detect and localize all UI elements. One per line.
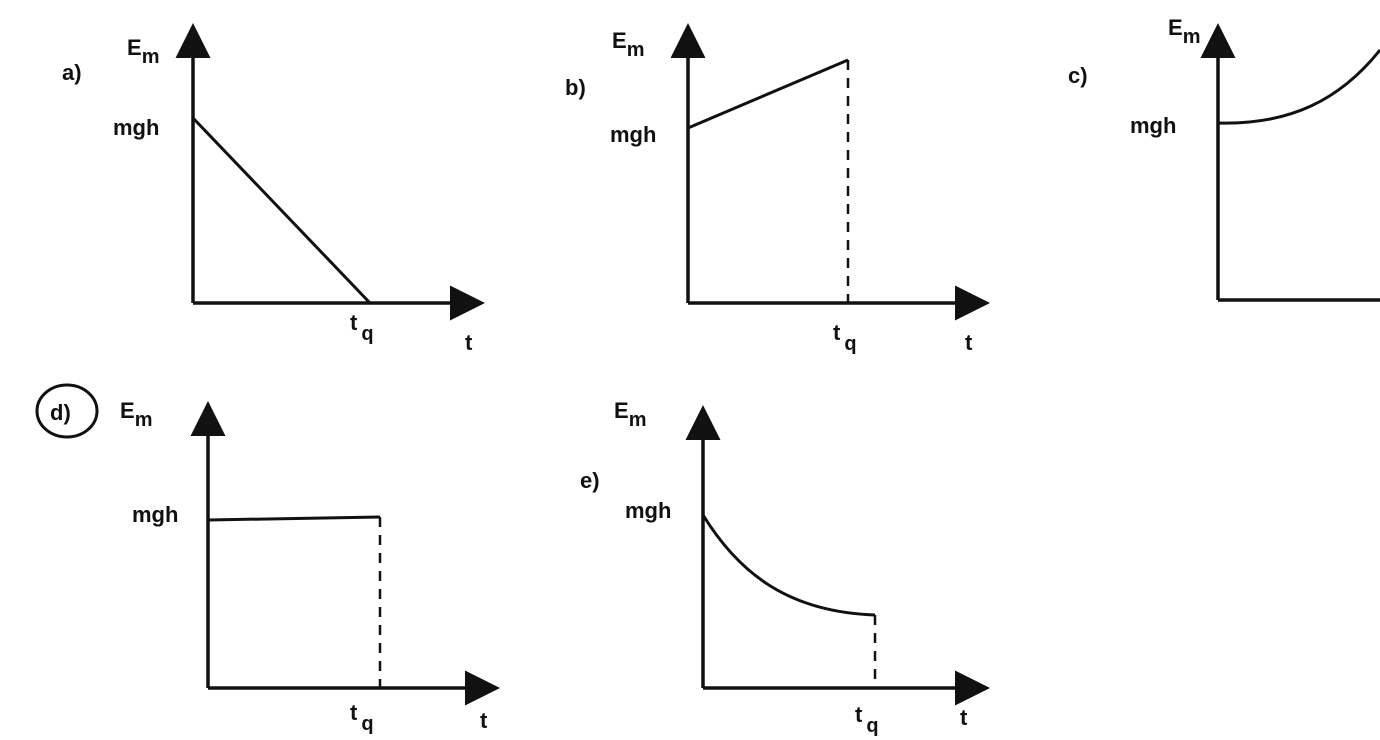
curve	[1217, 49, 1380, 125]
panel-label: e)	[580, 468, 600, 493]
answer-circle	[35, 383, 99, 439]
y-label: Em	[1168, 15, 1200, 48]
x-label: t	[465, 330, 473, 355]
y-label: Em	[127, 35, 159, 68]
x-label: t	[960, 705, 968, 730]
curve	[687, 58, 849, 130]
curve	[701, 514, 876, 617]
panel-label: a)	[62, 60, 82, 85]
curve	[191, 116, 372, 305]
level-label: mgh	[132, 502, 178, 527]
level-label: mgh	[113, 115, 159, 140]
y-label: Em	[612, 28, 644, 61]
panel-label: d)	[50, 400, 71, 425]
level-label: mgh	[1130, 113, 1176, 138]
level-label: mgh	[625, 498, 671, 523]
x-label: t	[965, 330, 973, 355]
y-label: Em	[120, 398, 152, 431]
level-label: mgh	[610, 122, 656, 147]
curve	[207, 515, 381, 522]
panel-c: c) Em mgh	[1068, 15, 1380, 302]
x-label: t	[480, 708, 488, 733]
panel-label: c)	[1068, 63, 1088, 88]
y-label: Em	[614, 398, 646, 431]
panel-label: b)	[565, 75, 586, 100]
